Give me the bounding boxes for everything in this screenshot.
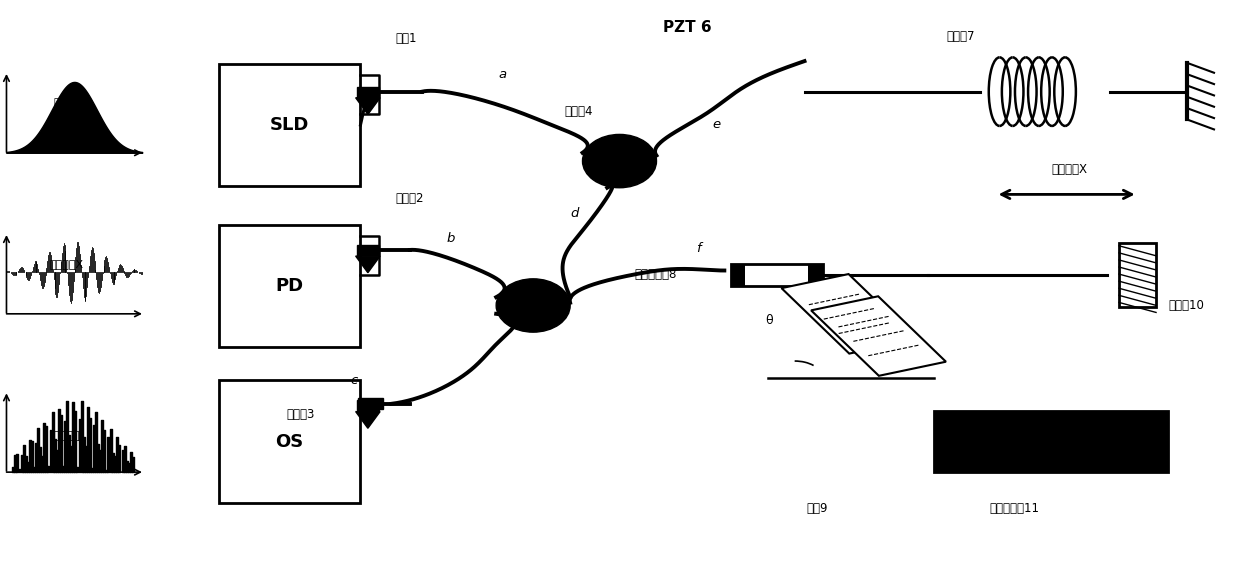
Text: 光纤准直器8: 光纤准直器8 xyxy=(634,269,676,282)
Bar xyxy=(731,264,823,286)
Text: OS: OS xyxy=(275,433,304,450)
Text: 扫描位移X: 扫描位移X xyxy=(1052,163,1088,176)
Text: 光谱丹3: 光谱丹3 xyxy=(286,408,315,421)
Bar xyxy=(218,225,361,347)
Text: d: d xyxy=(570,208,579,220)
Polygon shape xyxy=(812,296,945,376)
Bar xyxy=(731,264,746,286)
Text: 扫描镖10: 扫描镖10 xyxy=(1168,299,1204,312)
Text: 光源1: 光源1 xyxy=(395,33,416,45)
Bar xyxy=(358,398,383,410)
Text: 耦合器4: 耦合器4 xyxy=(564,104,592,118)
Text: SLD: SLD xyxy=(270,116,310,134)
Ellipse shape xyxy=(496,279,570,332)
Text: b: b xyxy=(447,232,455,245)
Bar xyxy=(1119,243,1156,307)
Text: 光源光谱: 光源光谱 xyxy=(53,98,81,108)
Text: PZT 6: PZT 6 xyxy=(663,20,711,35)
Polygon shape xyxy=(356,98,380,114)
Bar xyxy=(934,411,1168,472)
Text: 液体9: 液体9 xyxy=(807,502,828,515)
Bar xyxy=(357,86,379,96)
Bar xyxy=(357,245,379,255)
Text: 耦合器5: 耦合器5 xyxy=(514,316,543,329)
Text: a: a xyxy=(498,68,507,81)
Text: e: e xyxy=(712,118,720,131)
Bar xyxy=(808,264,823,286)
Bar xyxy=(357,401,379,411)
Ellipse shape xyxy=(582,135,657,188)
Text: 扫描位移台11: 扫描位移台11 xyxy=(989,502,1040,515)
Text: θ: θ xyxy=(764,314,773,327)
Text: PD: PD xyxy=(275,277,304,295)
Text: 干涉光谱: 干涉光谱 xyxy=(53,431,81,441)
Polygon shape xyxy=(356,412,380,428)
Bar xyxy=(218,380,361,503)
Polygon shape xyxy=(782,274,917,353)
Text: 反射鍴7: 反射鍴7 xyxy=(947,30,975,43)
Text: 扫描位移X: 扫描位移X xyxy=(50,259,84,269)
Text: c: c xyxy=(351,374,358,387)
Text: 探测器2: 探测器2 xyxy=(395,192,424,205)
Polygon shape xyxy=(356,256,380,273)
Bar xyxy=(218,64,361,186)
Text: f: f xyxy=(696,242,700,255)
